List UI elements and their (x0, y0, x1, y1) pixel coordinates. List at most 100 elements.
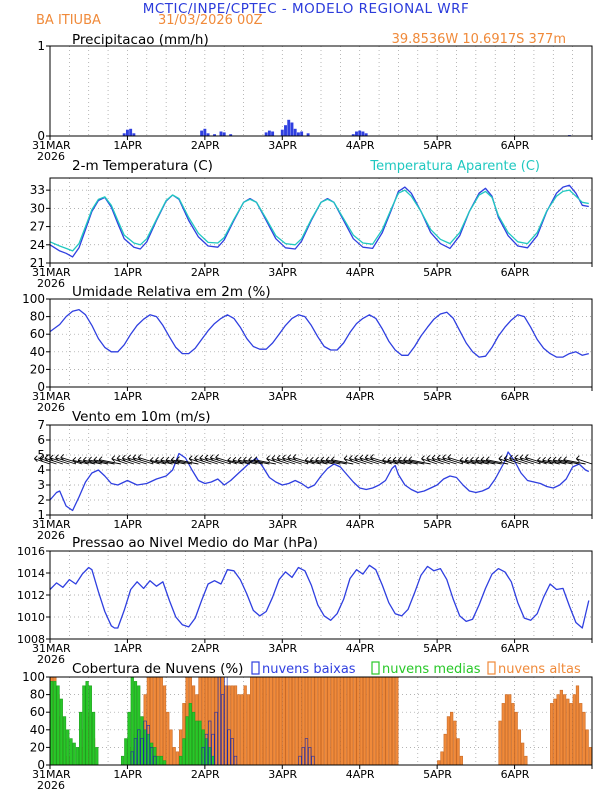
wind-arrow-head (349, 458, 353, 462)
wind-arrow (271, 457, 289, 465)
wind-arrow-head (194, 455, 198, 459)
cloud-bar-medias (143, 729, 147, 766)
wind-arrow (277, 457, 296, 465)
cloud-bar-medias (127, 711, 131, 766)
panel-frame (49, 45, 593, 137)
wind-arrow (437, 457, 457, 465)
wind-arrow-head (426, 455, 431, 459)
x-tick-label: 3APR (268, 642, 297, 655)
x-year-label: 2026 (37, 150, 65, 163)
x-tick-label: 2APR (191, 642, 220, 655)
wind-arrow-head (253, 459, 258, 464)
panel-title-temp: 2-m Temperatura (C) (72, 158, 213, 174)
y-tick-label: 80 (30, 310, 45, 324)
cloud-bar-altas (266, 676, 270, 766)
wind-arrow-head (485, 459, 490, 464)
wind-arrow-head (464, 456, 469, 461)
cloud-bar-altas (224, 685, 228, 766)
wind-arrow (387, 459, 405, 465)
wind-arrow (227, 459, 244, 465)
wind-arrow-head (498, 458, 503, 462)
cloud-bar-altas (453, 720, 457, 766)
y-tick-label: 3 (37, 478, 45, 492)
wind-arrow (310, 459, 328, 465)
cloud-bar-altas (282, 676, 286, 766)
y-tick-label: 4 (37, 463, 45, 477)
cloud-bar-altas (517, 729, 522, 766)
cloud-bar-medias (191, 711, 196, 766)
precip-bar (206, 133, 210, 136)
wind-arrow-head (437, 454, 441, 459)
wind-arrow-head (215, 454, 219, 458)
x-tick-label: 4APR (346, 518, 375, 531)
wind-arrow-head (165, 459, 170, 464)
cloud-bar-medias (146, 733, 151, 766)
wind-arrow-head (421, 455, 425, 459)
x-tick-label: 6APR (501, 642, 530, 655)
x-year-label: 2026 (37, 277, 65, 290)
wind-arrow (292, 456, 315, 465)
cloud-bar-altas (298, 676, 302, 766)
wind-arrow-head (232, 456, 237, 461)
cloud-bar-medias (88, 685, 92, 766)
wind-arrow (248, 459, 270, 465)
cloud-bar-altas (440, 751, 444, 766)
x-tick-label: 5APR (423, 642, 452, 655)
cloud-bar-altas (262, 676, 267, 766)
panel-title-precip: Precipitacao (mm/h) (72, 32, 209, 48)
wind-arrow (194, 457, 212, 465)
wind-arrow (77, 459, 96, 465)
wind-arrow-head (447, 457, 452, 461)
cloud-bar-altas (214, 676, 218, 766)
wind-arrow (519, 457, 541, 465)
wind-arrow-head (215, 457, 219, 461)
wind-arrow (504, 457, 522, 465)
wind-arrow-head (503, 458, 508, 462)
y-tick-label: 40 (30, 723, 45, 737)
wind-arrow-head (276, 454, 281, 459)
precip-bar (351, 134, 355, 136)
wind-arrow-head (503, 455, 508, 459)
wind-arrow (99, 459, 122, 465)
x-tick-label: 31MAR (32, 642, 71, 655)
cloud-bar-altas (553, 698, 557, 766)
series-line-cyan (49, 189, 589, 252)
wind-arrow-head (320, 459, 325, 464)
wind-arrow-head (83, 456, 87, 461)
wind-arrow-head (514, 457, 519, 462)
wind-arrow-head (542, 459, 546, 464)
cloud-bar-altas (395, 676, 399, 766)
cloud-bar-medias (211, 755, 215, 766)
wind-arrow-head (470, 459, 474, 464)
header-coords: 39.8536W 10.6917S 377m (392, 32, 566, 47)
wind-arrow-head (475, 456, 480, 461)
wind-arrow-head (382, 457, 386, 461)
wind-arrow (44, 457, 64, 465)
cloud-bar-altas (311, 676, 315, 766)
panel-press: 1008 1010 1012 1014 1016 31MAR 1APR 2APR 3APR 4AP… (17, 535, 593, 666)
panel-title-nuvens: Cobertura de Nuvens (%) (72, 661, 243, 677)
wind-arrow (93, 459, 115, 465)
wind-arrow (176, 459, 199, 465)
wind-arrow-head (304, 460, 309, 464)
wind-arrow-head (442, 457, 446, 461)
wind-arrow (238, 459, 257, 465)
wind-arrow-head (55, 454, 59, 458)
wind-arrow (331, 459, 354, 465)
cloud-bar-altas (250, 676, 254, 766)
x-tick-label: 3APR (268, 768, 297, 781)
y-tick-label: 100 (22, 292, 45, 306)
cloud-bar-altas (159, 676, 163, 766)
wind-arrow-head (514, 454, 519, 459)
wind-arrow (370, 456, 393, 465)
wind-arrow-head (292, 454, 297, 458)
x-year-label: 2026 (37, 653, 65, 666)
precip-bar (358, 130, 362, 136)
cloud-bar-medias (156, 755, 160, 766)
y-tick-label: 7 (37, 418, 45, 432)
wind-arrow (398, 459, 418, 465)
cloud-bar-altas (275, 676, 280, 766)
x-tick-label: 1APR (113, 642, 142, 655)
precip-bar (219, 131, 223, 136)
